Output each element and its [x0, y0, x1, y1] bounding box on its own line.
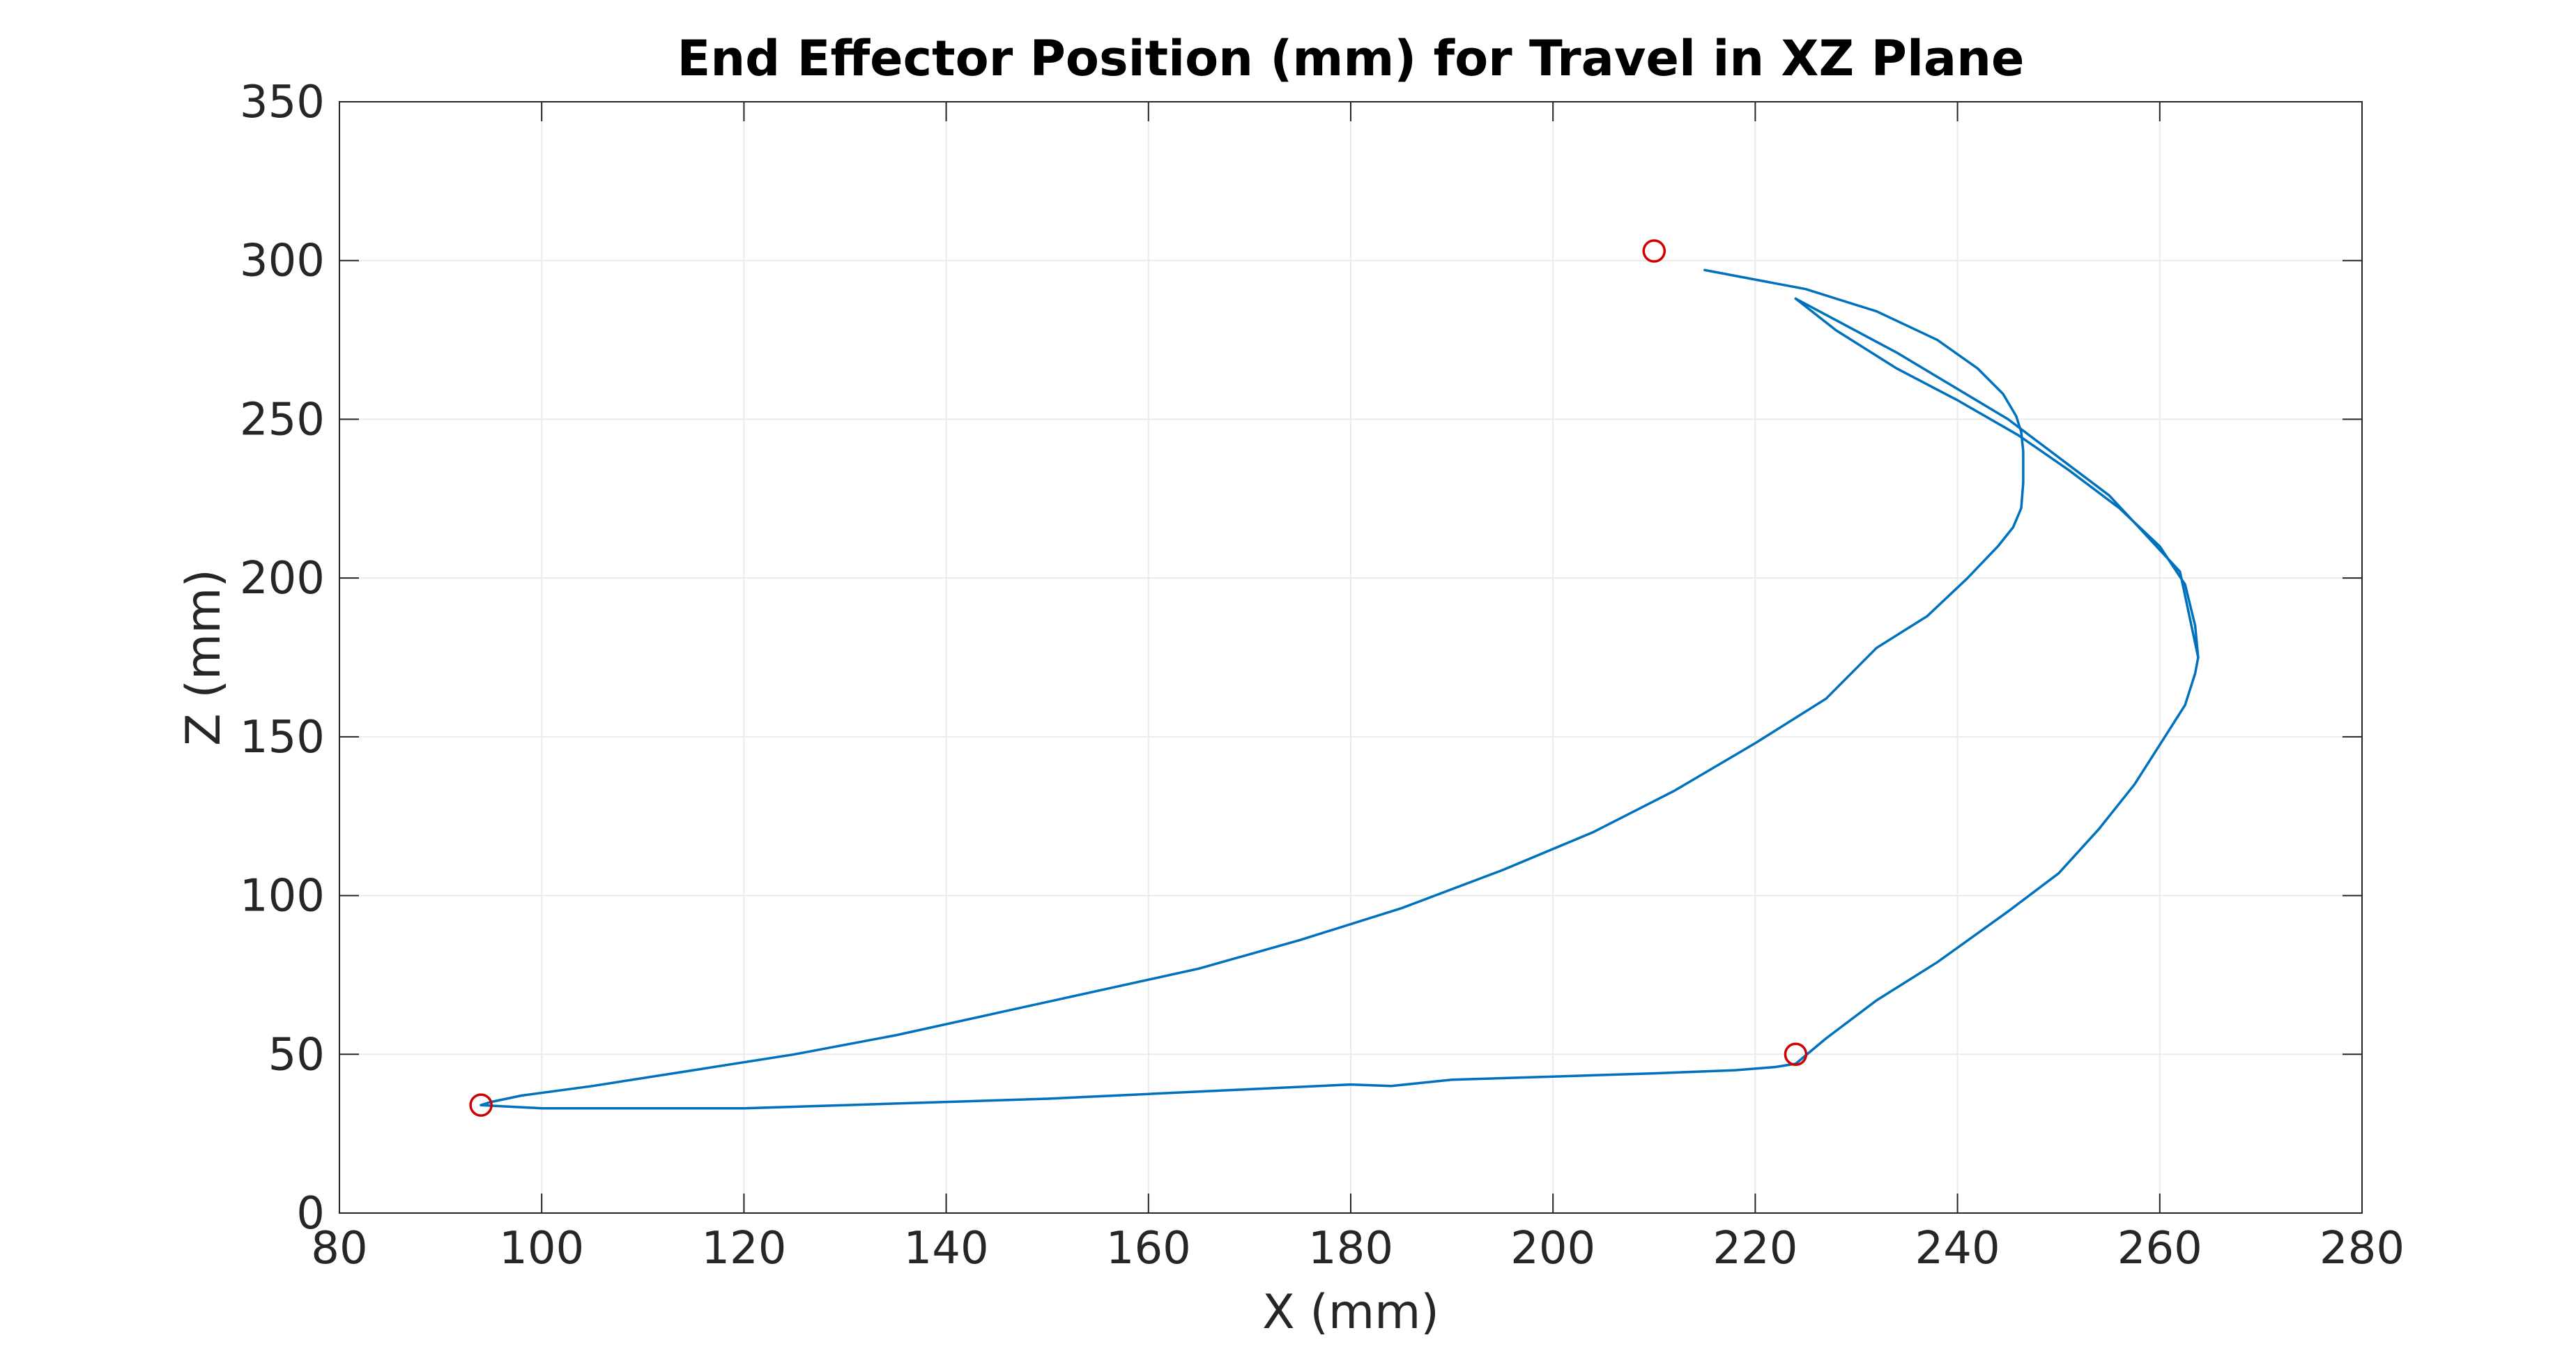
trajectory-line	[1794, 297, 2200, 659]
y-tick-label: 250	[240, 394, 325, 445]
x-tick-label: 140	[904, 1223, 989, 1274]
x-tick-label: 100	[499, 1223, 584, 1274]
ticks-layer: 80 100 120 140 160 180 200 220 240 260 280 0 50 100 15…	[240, 77, 2405, 1274]
x-tick-label: 180	[1308, 1223, 1393, 1274]
y-tick-label: 350	[240, 77, 325, 128]
x-tick-label: 280	[2320, 1223, 2405, 1274]
y-tick-label: 200	[240, 553, 325, 604]
x-tick-label: 260	[2117, 1223, 2202, 1274]
x-tick-label: 240	[1915, 1223, 2000, 1274]
waypoint-marker	[469, 1093, 493, 1117]
chart-title: End Effector Position (mm) for Travel in…	[677, 30, 2025, 87]
trajectory-line	[480, 268, 2025, 1106]
x-tick-label: 160	[1106, 1223, 1191, 1274]
y-tick-label: 300	[240, 236, 325, 287]
grid-layer	[339, 102, 2362, 1213]
x-tick-label: 220	[1712, 1223, 1797, 1274]
waypoint-marker	[1784, 1042, 1808, 1067]
y-tick-label: 100	[240, 871, 325, 922]
series-layer	[469, 239, 2200, 1117]
y-axis-label: Z (mm)	[176, 569, 231, 746]
y-tick-label: 50	[268, 1029, 325, 1081]
x-tick-label: 120	[701, 1223, 786, 1274]
trajectory-line	[480, 297, 2200, 1110]
waypoint-marker	[1642, 239, 1666, 263]
x-axis-label: X (mm)	[1262, 1285, 1439, 1340]
x-tick-label: 80	[311, 1223, 367, 1274]
y-tick-label: 150	[240, 712, 325, 763]
x-tick-label: 200	[1510, 1223, 1595, 1274]
y-tick-label: 0	[296, 1188, 325, 1240]
